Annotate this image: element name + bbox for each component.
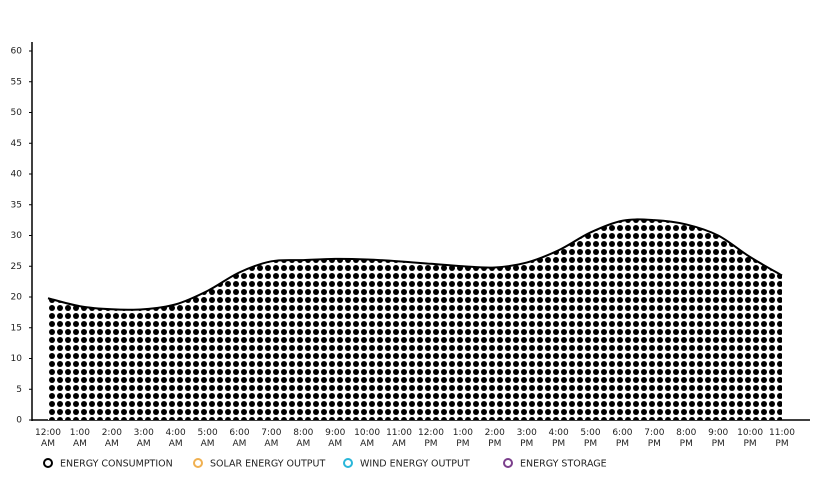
y-tick-label: 45: [11, 139, 22, 149]
y-tick-label: 30: [11, 231, 23, 241]
x-tick-label: 7:00 PM: [644, 428, 664, 449]
x-tick-label: 6:00 PM: [612, 428, 632, 449]
legend-label: ENERGY STORAGE: [520, 459, 607, 470]
x-tick-label: 4:00 AM: [166, 428, 186, 449]
x-tick-label: 9:00 AM: [325, 428, 345, 449]
x-tick-label: 3:00 AM: [134, 428, 154, 449]
x-tick-label: 12:00 PM: [418, 428, 444, 449]
area: [48, 219, 782, 420]
x-tick-label: 11:00 AM: [386, 428, 412, 449]
x-tick-label: 2:00 PM: [485, 428, 505, 449]
x-tick-label: 12:00 AM: [35, 428, 61, 449]
legend-label: ENERGY CONSUMPTION: [60, 459, 173, 470]
x-tick-label: 6:00 AM: [229, 428, 249, 449]
y-tick-label: 35: [11, 200, 22, 210]
y-tick-label: 0: [16, 416, 22, 426]
x-tick-label: 5:00 PM: [580, 428, 600, 449]
legend-marker: [343, 458, 353, 468]
legend-marker: [193, 458, 203, 468]
y-tick-label: 25: [11, 262, 22, 272]
x-tick-label: 4:00 PM: [548, 428, 568, 449]
y-tick-label: 10: [11, 354, 23, 364]
y-tick-label: 40: [11, 170, 23, 180]
x-tick-label: 1:00 PM: [453, 428, 473, 449]
x-tick-label: 5:00 AM: [197, 428, 217, 449]
y-tick-label: 5: [16, 385, 22, 395]
line: [47, 218, 783, 311]
y-tick-label: 55: [11, 77, 22, 87]
x-tick-label: 10:00 PM: [737, 428, 763, 449]
legend-marker: [43, 458, 53, 468]
y-tick-label: 20: [11, 293, 23, 303]
y-tick-label: 50: [11, 108, 23, 118]
legend-label: WIND ENERGY OUTPUT: [360, 459, 470, 470]
x-tick-label: 11:00 PM: [769, 428, 795, 449]
x-tick-label: 2:00 AM: [102, 428, 122, 449]
x-tick-label: 10:00 AM: [354, 428, 380, 449]
x-tick-label: 8:00 AM: [293, 428, 313, 449]
x-tick-label: 7:00 AM: [261, 428, 281, 449]
y-tick-label: 15: [11, 323, 22, 333]
legend-label: SOLAR ENERGY OUTPUT: [210, 459, 325, 470]
x-tick-label: 9:00 PM: [708, 428, 728, 449]
legend-marker: [503, 458, 513, 468]
x-tick-label: 8:00 PM: [676, 428, 696, 449]
x-tick-label: 3:00 PM: [517, 428, 537, 449]
y-tick-label: 60: [11, 47, 23, 57]
x-tick-label: 1:00 AM: [70, 428, 90, 449]
